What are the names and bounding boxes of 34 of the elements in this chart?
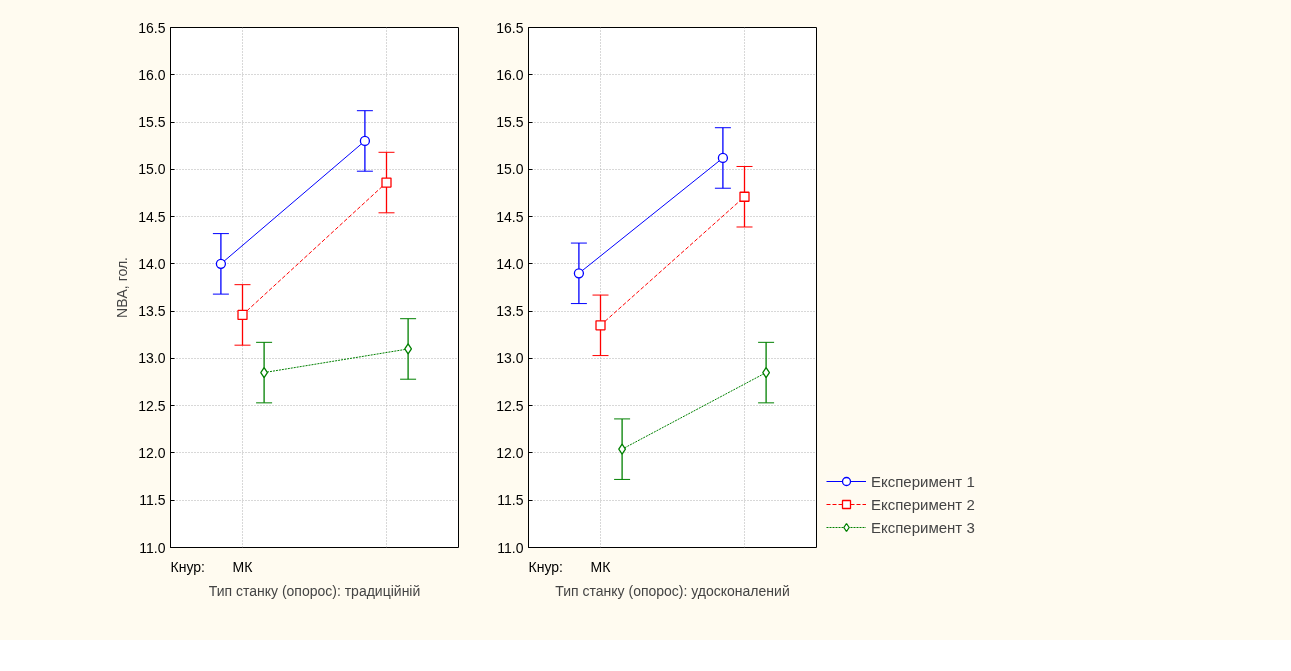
text: Кнур:: [170, 558, 205, 575]
y-tick-label: 12.5: [138, 397, 166, 414]
y-tick-label: 14.0: [138, 255, 166, 272]
y-tick-label: 15.5: [138, 114, 166, 131]
y-tick-label: 13.0: [138, 350, 166, 367]
y-tick-label: 12.0: [496, 444, 524, 461]
y-tick-label: 11.0: [139, 539, 166, 556]
x-axis-title: Тип станку (опорос): удосконалений: [555, 582, 790, 599]
legend-label: Експеримент 1: [871, 472, 975, 490]
legend-label: Експеримент 2: [871, 495, 975, 513]
y-tick-label: 16.5: [138, 19, 166, 36]
y-tick-label: 14.5: [496, 208, 524, 225]
y-tick-label: 11.5: [139, 492, 166, 509]
y-tick-label: 15.0: [496, 161, 524, 178]
y-tick-label: 15.0: [138, 161, 166, 178]
y-tick-label: 16.5: [496, 19, 524, 36]
x-axis-title: Тип станку (опорос): традиційній: [208, 582, 421, 599]
text: Кнур:: [528, 558, 563, 575]
x-tick-label: МК: [232, 558, 254, 575]
legend-label: Експеримент 3: [871, 518, 975, 536]
y-tick-label: 16.0: [138, 66, 166, 83]
y-tick-label: 11.0: [497, 539, 524, 556]
y-tick-label: 11.5: [497, 492, 524, 509]
y-axis-title: NBA, гол.: [114, 257, 131, 318]
y-tick-label: 13.0: [496, 350, 524, 367]
x-tick-label: МК: [590, 558, 612, 575]
y-tick-label: 15.5: [496, 114, 524, 131]
y-tick-label: 13.5: [496, 303, 524, 320]
y-tick-label: 16.0: [496, 66, 524, 83]
y-tick-label: 13.5: [138, 303, 166, 320]
y-tick-label: 14.0: [496, 255, 524, 272]
y-tick-label: 12.5: [496, 397, 524, 414]
y-tick-label: 12.0: [138, 444, 166, 461]
y-tick-label: 14.5: [138, 208, 166, 225]
